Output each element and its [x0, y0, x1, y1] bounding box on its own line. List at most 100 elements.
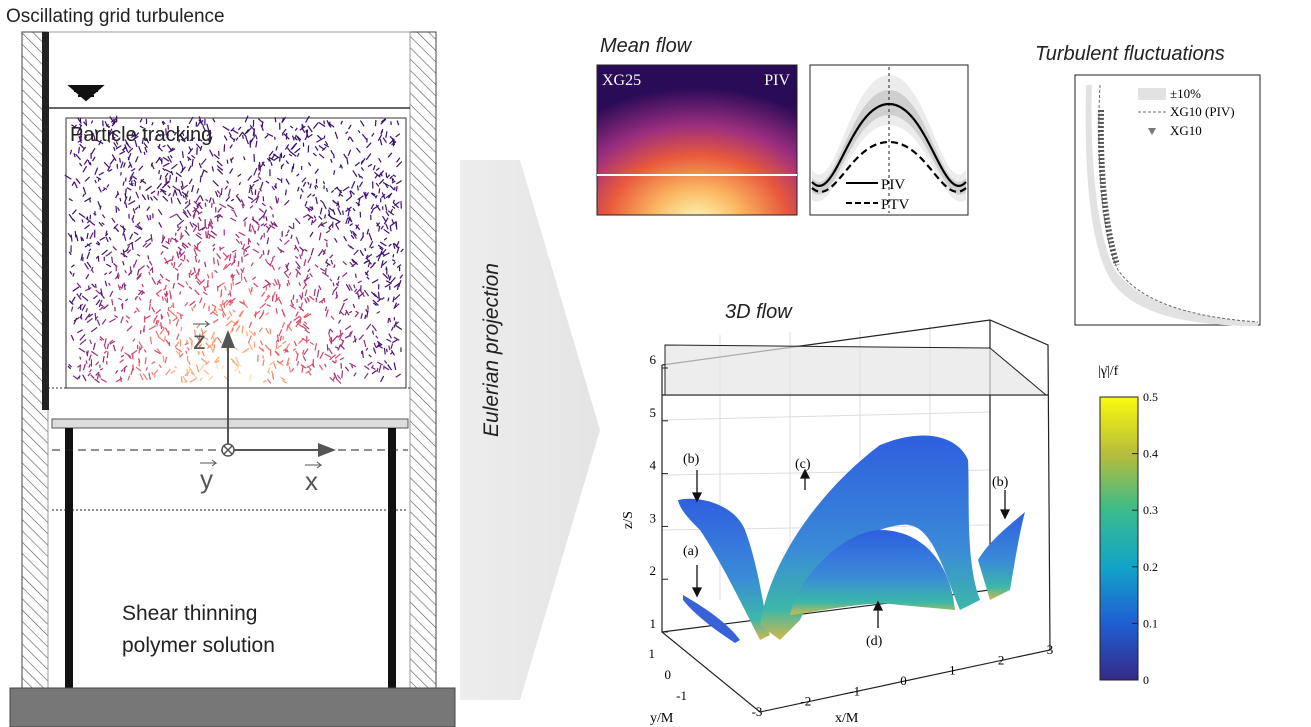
particle-track [104, 280, 108, 287]
particle-track [337, 319, 342, 324]
legend-swatch [1138, 88, 1166, 100]
particle-track [227, 299, 232, 303]
particle-track [81, 219, 84, 223]
particle-track [161, 244, 169, 250]
particle-track [144, 237, 152, 243]
particle-track [307, 214, 314, 220]
particle-track [325, 187, 329, 192]
particle-track [353, 284, 356, 289]
surface [683, 595, 740, 643]
particle-track [344, 334, 351, 339]
particle-track [354, 312, 359, 318]
particle-track [156, 319, 160, 327]
tick-label: 1 [949, 663, 956, 678]
particle-track [78, 212, 86, 218]
particle-track [170, 262, 174, 266]
particle-track [378, 250, 383, 259]
particle-track [164, 259, 172, 264]
particle-track [120, 369, 124, 372]
particle-track [309, 231, 314, 238]
particle-track [333, 237, 338, 243]
particle-track [392, 296, 395, 303]
particle-track [193, 200, 200, 207]
particle-track [393, 303, 400, 310]
tick-label: -3 [752, 704, 763, 719]
particle-track [165, 128, 167, 136]
annotation-arrows [691, 468, 1011, 628]
particle-track [340, 302, 345, 311]
particle-track [122, 225, 126, 233]
particle-track [393, 362, 397, 371]
particle-track [334, 131, 339, 139]
particle-track [368, 354, 372, 358]
particle-track [125, 319, 129, 324]
particle-track [174, 267, 179, 272]
particle-track [109, 157, 116, 165]
particle-track [69, 271, 73, 275]
particle-track [252, 128, 256, 136]
base [9, 687, 456, 727]
particle-track [324, 353, 332, 358]
particle-track [269, 360, 275, 366]
particle-track [314, 168, 319, 174]
particle-track [248, 321, 253, 329]
particle-track [388, 317, 392, 323]
particle-track [88, 285, 90, 291]
particle-track [111, 132, 119, 138]
particle-track [216, 165, 223, 171]
particle-track [329, 376, 335, 383]
particle-track [299, 194, 302, 200]
particle-track [328, 329, 331, 335]
particle-track [101, 318, 107, 325]
particle-track [273, 156, 279, 161]
particle-track [389, 175, 393, 180]
particle-track [374, 174, 378, 179]
particle-track [212, 318, 219, 324]
particle-track [82, 165, 88, 173]
particle-track [153, 318, 156, 324]
particle-track [273, 221, 278, 227]
particle-track [307, 298, 310, 302]
particle-track [385, 280, 392, 285]
particle-track [391, 205, 396, 209]
particle-track [177, 226, 182, 232]
particle-track [209, 136, 213, 143]
particle-track [68, 363, 73, 368]
particle-track [318, 153, 325, 159]
particle-track [309, 206, 314, 210]
particle-track [259, 188, 263, 192]
particle-track [256, 242, 260, 246]
particle-track [125, 315, 131, 319]
particle-track [253, 167, 258, 176]
particle-track [214, 214, 220, 218]
particle-track [345, 309, 350, 316]
fluct-plot [1074, 74, 1261, 326]
particle-track [358, 181, 364, 188]
particle-track [84, 197, 92, 203]
particle-track [116, 207, 120, 212]
particle-track [347, 136, 351, 141]
particle-track [377, 225, 381, 232]
particle-track [80, 253, 84, 261]
particle-track [348, 284, 353, 291]
particle-track [295, 260, 301, 268]
particle-track [200, 119, 204, 124]
particle-track [180, 326, 183, 332]
particle-track [365, 270, 370, 276]
particle-track [337, 276, 340, 281]
particle-track [168, 148, 176, 153]
particle-track [331, 291, 335, 296]
particle-track [131, 218, 135, 223]
particle-track [378, 188, 381, 194]
particle-track [305, 115, 310, 123]
particle-track [150, 163, 155, 170]
particle-track [284, 144, 290, 150]
particle-track [188, 178, 193, 185]
particle-track [85, 287, 92, 292]
particle-track [396, 161, 403, 168]
particle-track [145, 137, 150, 144]
particle-track [207, 375, 214, 382]
particle-track [260, 223, 265, 227]
particle-track [287, 325, 293, 332]
particle-track [248, 373, 253, 381]
